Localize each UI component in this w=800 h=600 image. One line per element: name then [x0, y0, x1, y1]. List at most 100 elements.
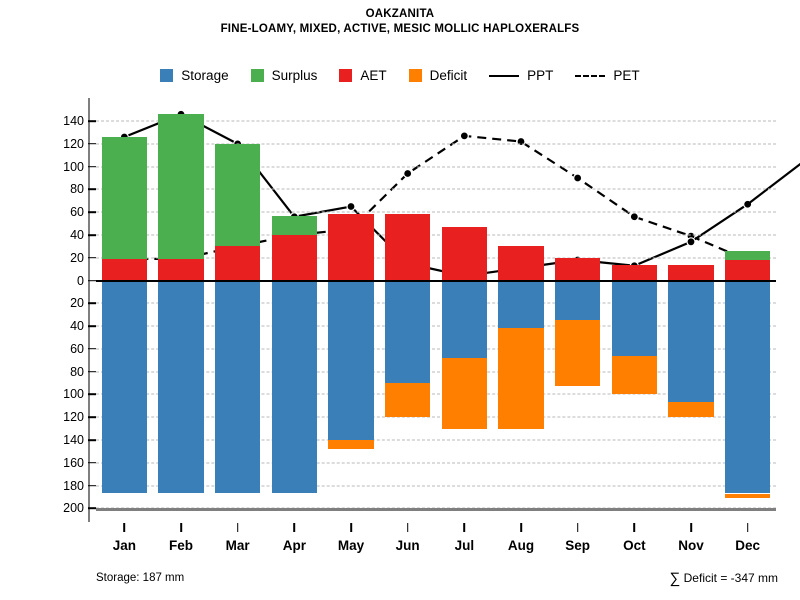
y-tick-label: 0	[77, 273, 84, 288]
bar-segment-aet	[725, 260, 771, 281]
bar-segment-aet	[328, 214, 374, 281]
legend-label: Surplus	[271, 68, 318, 83]
dashed-line-icon	[575, 74, 606, 77]
zero-line	[96, 279, 776, 282]
y-tick-label: 160	[63, 455, 84, 470]
gridline	[96, 257, 776, 259]
y-tick-mark	[88, 348, 96, 350]
chart-title: OAKZANITA FINE-LOAMY, MIXED, ACTIVE, MES…	[0, 7, 800, 37]
bar-segment-aet	[668, 264, 714, 281]
bar-group-mar[interactable]	[215, 104, 261, 514]
solid-line-icon	[489, 74, 520, 77]
x-tick-label-jun: Jun	[395, 538, 420, 553]
bar-segment-aet	[101, 258, 147, 281]
gridline	[96, 211, 776, 213]
y-tick-label: 80	[70, 364, 84, 379]
plot-area: 140 120 100 80 60 40 20 0 20 40 60 80 100 120 140 160 18…	[63, 104, 800, 553]
pet-point	[629, 212, 639, 222]
bar-segment-surplus	[271, 215, 317, 235]
x-tick-label-may: May	[337, 538, 365, 553]
legend-item-deficit[interactable]: Deficit	[408, 68, 467, 83]
legend-label: AET	[360, 68, 387, 83]
bar-segment-deficit	[611, 355, 657, 395]
y-tick-label: 40	[70, 227, 84, 242]
bar-segment-surplus	[215, 143, 261, 247]
x-tick-mark	[180, 523, 182, 532]
gridline	[96, 234, 776, 236]
x-tick-label-aug: Aug	[507, 538, 535, 553]
y-tick-mark	[88, 256, 96, 259]
legend-item-ppt[interactable]: PPT	[489, 68, 553, 83]
x-tick-mark	[463, 523, 466, 532]
legend-item-storage[interactable]: Storage	[160, 68, 229, 83]
bar-group-sep[interactable]	[555, 104, 601, 514]
bar-group-may[interactable]	[328, 104, 374, 514]
bar-segment-storage	[498, 280, 544, 329]
bar-segment-storage	[555, 280, 601, 321]
y-tick-label: 20	[70, 296, 84, 311]
x-tick-mark	[690, 523, 692, 532]
y-tick-mark	[88, 370, 96, 373]
y-tick-mark	[88, 393, 96, 396]
y-tick-mark	[88, 484, 96, 487]
x-tick-label-oct: Oct	[623, 538, 646, 553]
y-tick-mark	[88, 120, 96, 122]
y-tick-label: 60	[70, 341, 84, 356]
y-tick-mark	[88, 439, 96, 441]
x-axis-baseline	[96, 508, 776, 511]
bar-segment-surplus	[101, 137, 147, 259]
bar-segment-aet	[385, 214, 431, 281]
legend-label: PET	[613, 68, 640, 83]
legend-item-aet[interactable]: AET	[339, 68, 387, 83]
bar-group-apr[interactable]	[271, 104, 317, 514]
gridline	[96, 371, 776, 373]
bar-segment-deficit	[441, 357, 487, 429]
pet-point	[459, 131, 469, 141]
x-tick-label-dec: Dec	[735, 538, 761, 553]
bar-segment-storage	[725, 280, 771, 494]
bar-segment-deficit	[555, 320, 601, 387]
ppt-point	[346, 201, 356, 212]
deficit-note: ∑ Deficit = -347 mm	[670, 570, 778, 587]
ppt-path-tail	[746, 162, 800, 206]
bar-group-oct[interactable]	[611, 104, 657, 514]
title-line-1: OAKZANITA	[365, 8, 435, 20]
y-tick-label: 140	[63, 114, 84, 129]
bar-segment-surplus	[158, 114, 204, 259]
bar-segment-aet	[158, 258, 204, 281]
gridline	[96, 166, 776, 168]
bar-group-nov[interactable]	[668, 104, 714, 514]
y-tick-mark	[88, 211, 96, 213]
bar-segment-storage	[328, 280, 374, 440]
square-swatch-icon	[339, 69, 353, 82]
ppt-point	[686, 237, 696, 247]
bar-group-dec[interactable]	[725, 104, 771, 514]
bar-group-aug[interactable]	[498, 104, 544, 514]
y-tick-mark	[88, 325, 96, 327]
bar-segment-storage	[385, 280, 431, 384]
y-tick-mark	[88, 416, 96, 418]
bar-segment-storage	[441, 280, 487, 358]
y-tick-label: 120	[63, 136, 84, 151]
legend-label: Storage	[181, 68, 229, 83]
pet-point	[403, 168, 413, 179]
bar-group-jan[interactable]	[101, 104, 147, 514]
x-tick-label-apr: Apr	[282, 538, 306, 553]
gridline	[96, 348, 776, 350]
x-tick-mark	[293, 523, 296, 532]
bar-group-jul[interactable]	[441, 104, 487, 514]
y-tick-label: 80	[70, 182, 84, 197]
bar-segment-surplus	[725, 250, 771, 261]
bar-group-jun[interactable]	[385, 104, 431, 514]
x-tick-mark	[633, 523, 636, 532]
deficit-note-text: Deficit = -347 mm	[683, 571, 778, 585]
gridline	[96, 416, 776, 418]
legend-item-surplus[interactable]: Surplus	[250, 68, 318, 83]
y-tick-mark	[88, 165, 96, 168]
y-tick-label: 140	[63, 432, 84, 447]
gridline	[96, 439, 776, 441]
bar-group-feb[interactable]	[158, 104, 204, 514]
y-tick-label: 100	[63, 387, 84, 402]
legend-item-pet[interactable]: PET	[575, 68, 640, 83]
bar-segment-aet	[441, 227, 487, 281]
